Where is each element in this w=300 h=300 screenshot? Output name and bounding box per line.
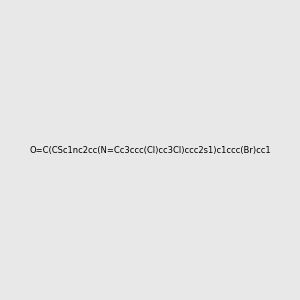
Text: O=C(CSc1nc2cc(N=Cc3ccc(Cl)cc3Cl)ccc2s1)c1ccc(Br)cc1: O=C(CSc1nc2cc(N=Cc3ccc(Cl)cc3Cl)ccc2s1)c… (29, 146, 271, 154)
